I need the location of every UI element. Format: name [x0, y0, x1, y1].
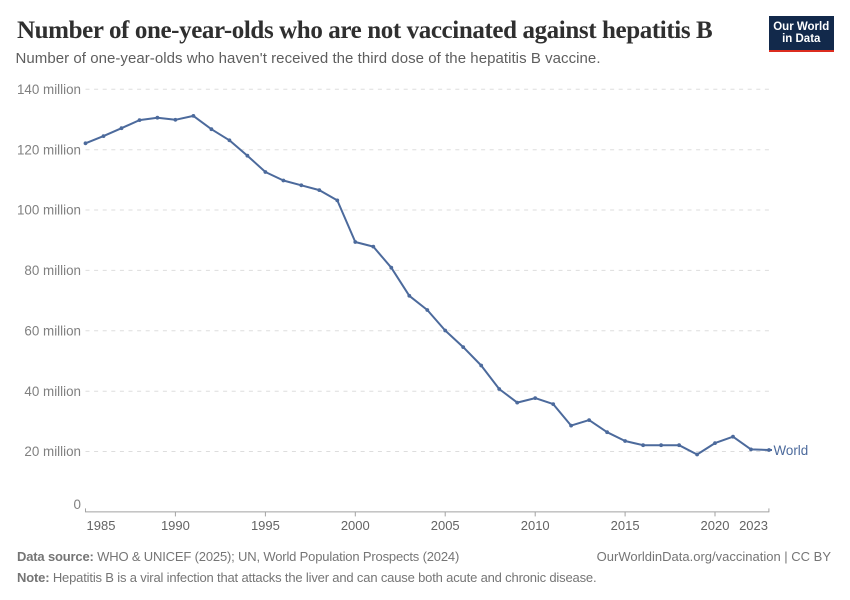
svg-text:140 million: 140 million	[17, 82, 81, 97]
svg-text:60 million: 60 million	[24, 323, 81, 338]
svg-text:2015: 2015	[611, 518, 640, 533]
svg-text:2010: 2010	[521, 518, 550, 533]
svg-text:40 million: 40 million	[24, 384, 81, 399]
svg-text:2000: 2000	[341, 518, 370, 533]
svg-text:2023: 2023	[739, 518, 768, 533]
svg-text:100 million: 100 million	[17, 203, 81, 218]
svg-text:1990: 1990	[161, 518, 190, 533]
svg-text:120 million: 120 million	[17, 142, 81, 157]
svg-text:1995: 1995	[251, 518, 280, 533]
svg-text:2020: 2020	[701, 518, 730, 533]
svg-text:1985: 1985	[87, 518, 116, 533]
svg-text:2005: 2005	[431, 518, 460, 533]
svg-text:World: World	[774, 443, 809, 458]
svg-text:0: 0	[74, 497, 81, 512]
svg-text:20 million: 20 million	[24, 444, 81, 459]
svg-text:80 million: 80 million	[24, 263, 81, 278]
